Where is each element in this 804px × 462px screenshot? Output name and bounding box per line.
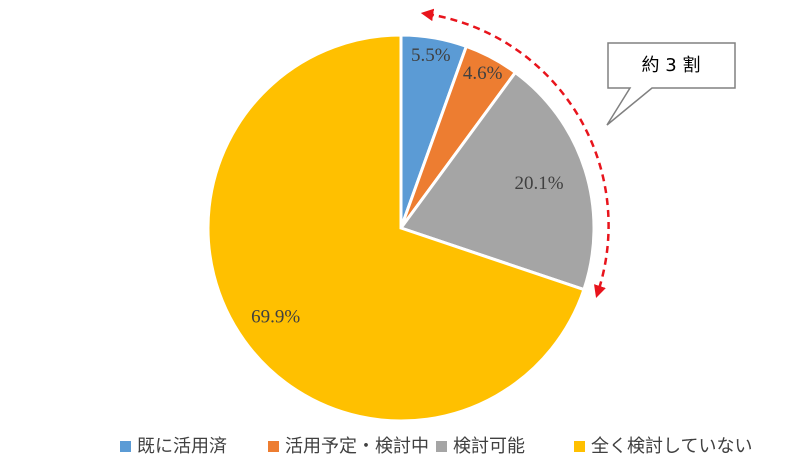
- legend-swatch: [120, 441, 131, 452]
- legend-swatch: [268, 441, 279, 452]
- data-label: 5.5%: [411, 45, 451, 66]
- pie-slice: [206, 33, 586, 423]
- legend-swatch: [436, 441, 447, 452]
- legend-label: 活用予定・検討中: [285, 436, 429, 457]
- callout: [606, 42, 736, 126]
- data-label: 4.6%: [463, 63, 503, 84]
- legend-label: 全く検討していない: [591, 436, 752, 457]
- data-label: 20.1%: [514, 173, 563, 194]
- bracket-arrow: [420, 8, 610, 298]
- pie: [206, 33, 596, 423]
- annotation: 約 3 割: [642, 55, 701, 76]
- data-label: 69.9%: [251, 306, 300, 327]
- legend-label: 検討可能: [453, 436, 525, 457]
- legend-label: 既に活用済: [137, 436, 227, 457]
- legend-swatch: [574, 441, 585, 452]
- legend: 既に活用済 活用予定・検討中 検討可能 全く検討していない: [120, 436, 752, 457]
